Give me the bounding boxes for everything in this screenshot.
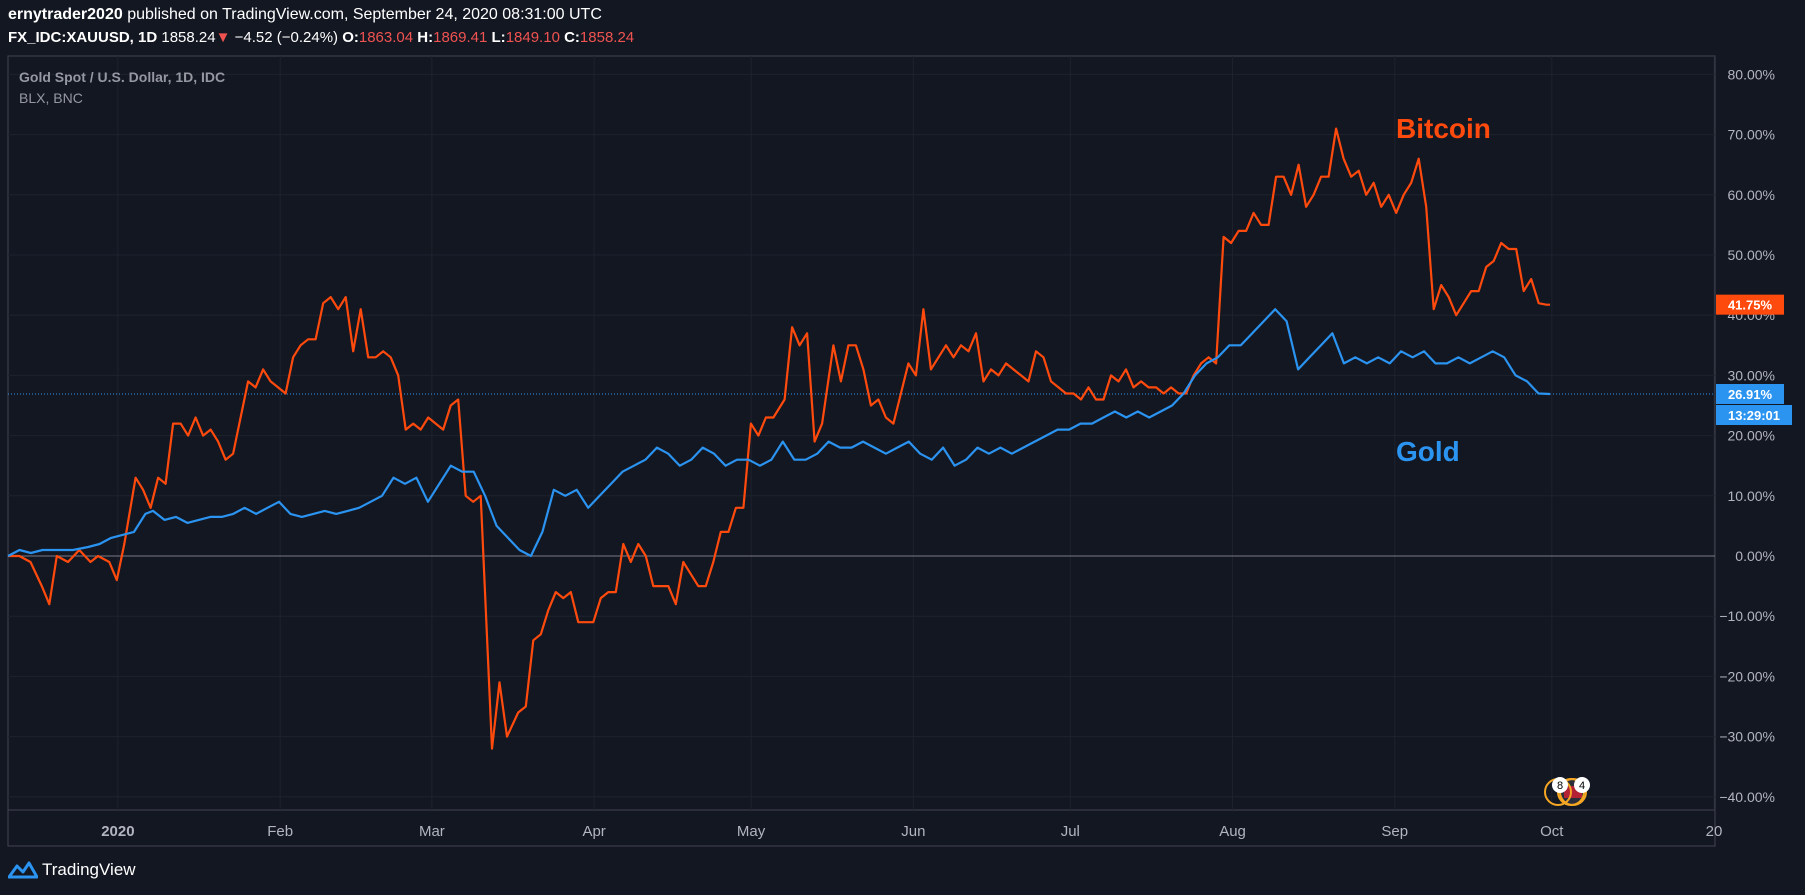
x-tick-label: Sep — [1381, 823, 1408, 840]
badge-count-4: 4 — [1579, 780, 1585, 792]
bitcoin-annotation[interactable]: Bitcoin — [1396, 113, 1491, 144]
y-tick-label: 70.00% — [1728, 127, 1775, 143]
tradingview-logo[interactable]: TradingView — [8, 860, 136, 880]
gold-price-tag-text: 26.91% — [1728, 387, 1773, 402]
open-value: 1863.04 — [358, 29, 414, 46]
gold-annotation[interactable]: Gold — [1396, 436, 1460, 467]
published-text: published on TradingView.com, September … — [127, 6, 602, 23]
grid-lines — [8, 56, 1715, 810]
symbol-label: FX_IDC:XAUUSD, 1D — [8, 29, 158, 46]
x-tick-label: May — [737, 823, 766, 840]
x-tick-label: 2020 — [101, 823, 134, 840]
brand-name: TradingView — [42, 860, 136, 879]
badge-count-8: 8 — [1557, 780, 1563, 792]
x-tick-label: Apr — [582, 823, 605, 840]
bitcoin-price-tag: 41.75% — [1716, 294, 1784, 315]
y-tick-label: 0.00% — [1735, 548, 1775, 564]
badge-count-bg-2 — [1574, 777, 1590, 793]
bitcoin-series-line — [8, 127, 1550, 750]
badge-count-bg — [1552, 777, 1568, 793]
bar-countdown-tag: 13:29:01 — [1716, 405, 1792, 426]
x-tick-label: Feb — [267, 823, 293, 840]
y-tick-label: 80.00% — [1728, 66, 1775, 82]
high-label: H: — [417, 29, 434, 46]
x-tick-label: Aug — [1219, 823, 1246, 840]
y-tick-label: −20.00% — [1719, 668, 1775, 684]
bitcoin-price-tag-text: 41.75% — [1728, 298, 1773, 313]
countdown-text: 13:29:01 — [1728, 408, 1780, 423]
gold-price-tag: 26.91% — [1716, 384, 1784, 405]
y-tick-label: −30.00% — [1719, 729, 1775, 745]
time-axis[interactable]: 2020 Feb Mar Apr May Jun Jul Aug Sep Oct 20 — [101, 823, 1722, 840]
open-label: O: — [342, 29, 359, 46]
legend-compare-symbols[interactable]: BLX, BNC — [19, 90, 83, 106]
author-name[interactable]: ernytrader2020 — [8, 6, 123, 23]
y-tick-label: −40.00% — [1719, 789, 1775, 805]
low-label: L: — [491, 29, 506, 46]
y-tick-label: 50.00% — [1728, 247, 1775, 263]
y-tick-label: 10.00% — [1728, 488, 1775, 504]
x-tick-label: Jul — [1061, 823, 1080, 840]
close-label: C: — [564, 29, 580, 46]
events-badge-group[interactable]: 8 4 — [1544, 777, 1590, 806]
down-arrow-icon: ▼ — [215, 29, 231, 46]
symbol-ohlc-row: FX_IDC:XAUUSD, 1D 1858.24▼ −4.52 (−0.24%… — [8, 29, 634, 46]
tradingview-logo-icon — [8, 861, 38, 879]
y-tick-label: 20.00% — [1728, 428, 1775, 444]
y-tick-label: 30.00% — [1728, 367, 1775, 383]
x-tick-label: Oct — [1540, 823, 1564, 840]
publish-info: ernytrader2020 published on TradingView.… — [8, 6, 602, 24]
legend-main-title[interactable]: Gold Spot / U.S. Dollar, 1D, IDC — [19, 69, 225, 85]
close-value: 1858.24 — [579, 29, 635, 46]
x-tick-label: 20 — [1706, 823, 1723, 840]
high-value: 1869.41 — [433, 29, 488, 46]
price-change: −4.52 (−0.24%) — [234, 29, 339, 46]
low-value: 1849.10 — [505, 29, 560, 46]
price-axis[interactable]: 80.00%70.00%60.00%50.00%40.00%30.00%20.0… — [1719, 66, 1775, 804]
x-tick-label: Mar — [419, 823, 445, 840]
y-tick-label: −10.00% — [1719, 608, 1775, 624]
x-tick-label: Jun — [901, 823, 925, 840]
gold-series-line — [7, 308, 1551, 558]
y-tick-label: 60.00% — [1728, 187, 1775, 203]
last-price: 1858.24 — [161, 29, 216, 46]
